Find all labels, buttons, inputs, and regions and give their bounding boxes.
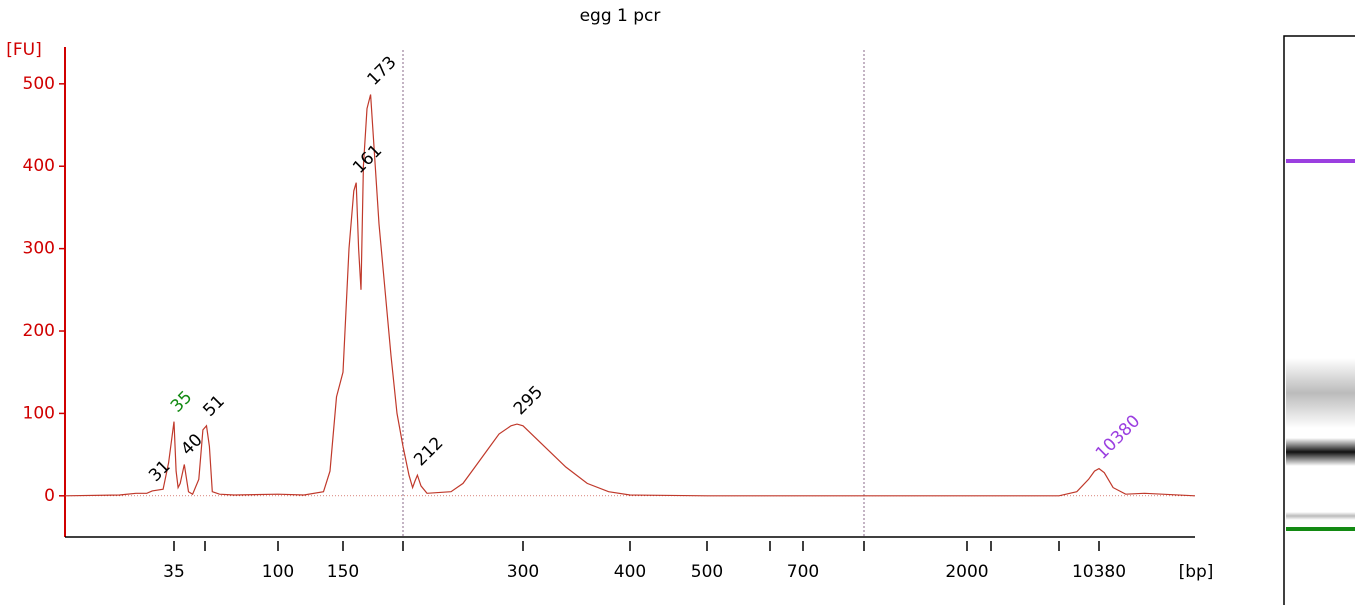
x-tick-label: 500	[691, 562, 723, 582]
x-tick-label: 10380	[1072, 562, 1126, 582]
y-tick-label: 300	[23, 239, 55, 259]
gel-band	[1286, 512, 1355, 520]
chart-title: egg 1 pcr	[580, 6, 661, 26]
x-tick-label: 150	[327, 562, 359, 582]
x-tick-label: 2000	[945, 562, 988, 582]
gel-upper-marker	[1286, 159, 1355, 163]
x-tick-label: 700	[787, 562, 819, 582]
gel-lower-marker	[1286, 527, 1355, 531]
x-tick-label: 35	[163, 562, 185, 582]
trace	[64, 94, 1196, 497]
gel-smear	[1286, 358, 1355, 428]
peak-label: 212	[410, 433, 447, 470]
x-tick-label: 300	[507, 562, 539, 582]
peak-label: 161	[349, 141, 386, 178]
x-tick-label: 400	[614, 562, 646, 582]
peak-label: 295	[510, 382, 547, 419]
x-axis-label: [bp]	[1179, 562, 1214, 582]
gel-lane	[1283, 35, 1355, 609]
x-tick-label: 100	[262, 562, 294, 582]
y-tick-label: 500	[23, 74, 55, 94]
y-tick-label: 0	[44, 486, 55, 506]
y-tick-label: 400	[23, 156, 55, 176]
y-tick-label: 100	[23, 403, 55, 423]
peak-label: 173	[364, 53, 401, 90]
peak-label: 51	[199, 391, 228, 420]
peak-label: 35	[167, 387, 196, 416]
y-tick-label: 200	[23, 321, 55, 341]
peak-label: 31	[145, 456, 174, 485]
gel-band	[1286, 438, 1355, 466]
peak-label: 10380	[1092, 411, 1144, 463]
y-axis-label: [FU]	[6, 40, 42, 60]
